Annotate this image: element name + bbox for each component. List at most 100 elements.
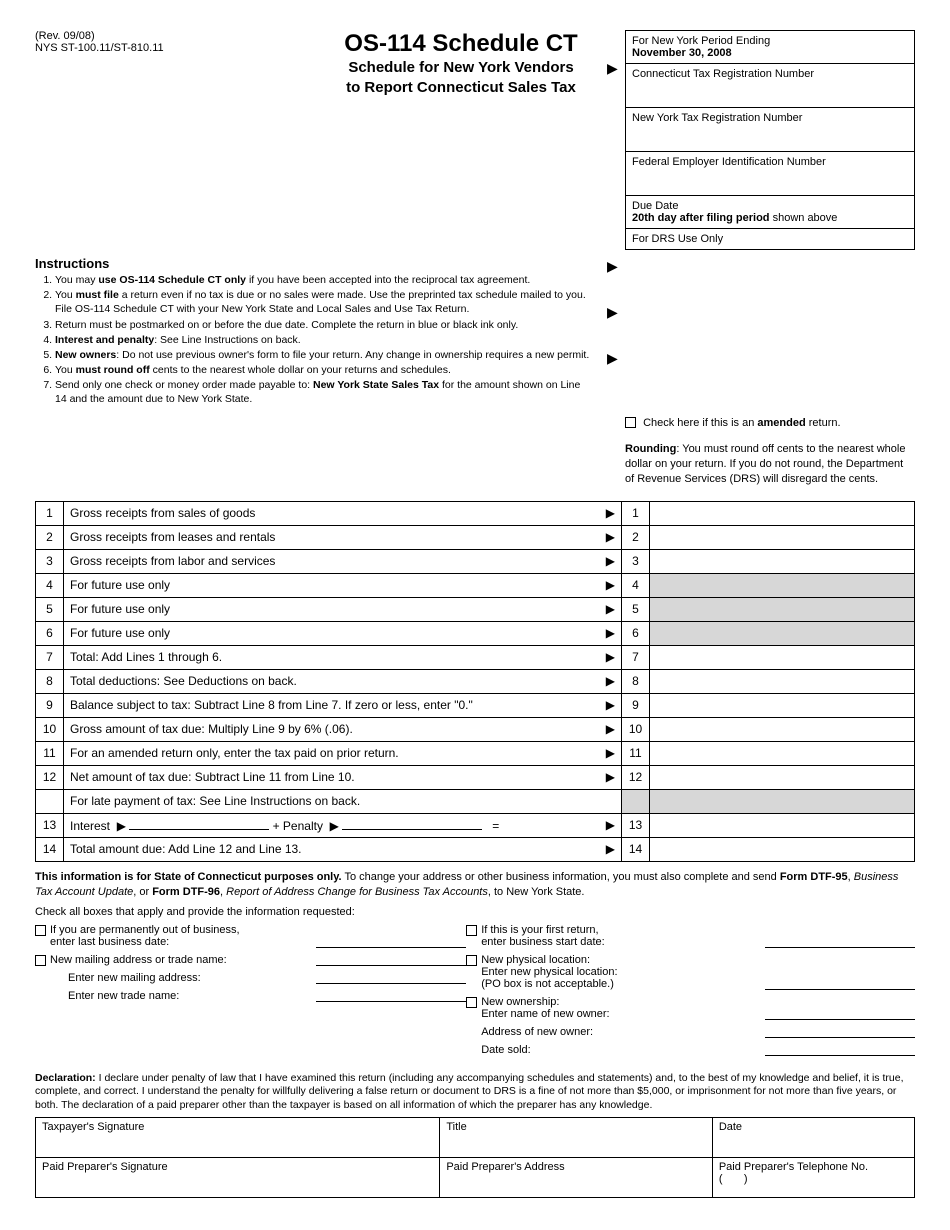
line-num: 13 [36,813,64,837]
line-value[interactable] [650,501,915,525]
line-value [650,621,915,645]
line-value[interactable] [650,741,915,765]
title-cell[interactable]: Title [440,1117,712,1157]
line-value[interactable] [650,693,915,717]
arrow-indicator: ▶ [607,30,625,77]
line-desc: Interest ▶ + Penalty ▶ =▶ [64,813,622,837]
ny-reg-label: New York Tax Registration Number [632,112,802,124]
line-num [36,789,64,813]
preparer-signature-cell[interactable]: Paid Preparer's Signature [36,1157,440,1197]
line-num2: 4 [622,573,650,597]
line-num: 10 [36,717,64,741]
line-num: 8 [36,669,64,693]
check-text: Enter new mailing address: [68,972,310,984]
due-label: Due Date [632,200,908,212]
check-text: Date sold: [481,1044,759,1056]
instruction-item: New owners: Do not use previous owner's … [55,348,591,362]
line-desc: Gross receipts from labor and services▶ [64,549,622,573]
line-num2: 14 [622,837,650,861]
main-table: 1 Gross receipts from sales of goods▶ 1 … [35,501,915,862]
check-item: Enter new trade name: [35,990,466,1002]
table-row: 14 Total amount due: Add Line 12 and Lin… [36,837,915,861]
line-desc: For future use only▶ [64,573,622,597]
taxpayer-signature-cell[interactable]: Taxpayer's Signature [36,1117,440,1157]
due-suffix: shown above [770,212,838,224]
line-desc: Balance subject to tax: Subtract Line 8 … [64,693,622,717]
line-desc: Total: Add Lines 1 through 6.▶ [64,645,622,669]
check-item: If you are permanently out of business,e… [35,924,466,948]
line-num: 4 [36,573,64,597]
form-subtitle1: Schedule for New York Vendors [315,58,607,78]
instructions-section: Instructions You may use OS-114 Schedule… [35,256,915,408]
table-row: 5 For future use only▶ 5 [36,597,915,621]
write-in-line[interactable] [765,1026,915,1038]
line-num2: 12 [622,765,650,789]
date-cell[interactable]: Date [712,1117,914,1157]
preparer-phone-cell[interactable]: Paid Preparer's Telephone No.( ) [712,1157,914,1197]
line-num: 5 [36,597,64,621]
check-text: New mailing address or trade name: [50,954,310,966]
write-in-line[interactable] [765,978,915,990]
ct-reg-cell[interactable]: Connecticut Tax Registration Number [626,64,914,108]
period-cell: For New York Period Ending November 30, … [626,31,914,64]
instructions-left: Instructions You may use OS-114 Schedule… [35,256,607,408]
table-row: 4 For future use only▶ 4 [36,573,915,597]
write-in-line[interactable] [316,936,466,948]
line-value[interactable] [650,813,915,837]
check-item: Enter new mailing address: [35,972,466,984]
line-num2: 7 [622,645,650,669]
line-value[interactable] [650,645,915,669]
line-value [650,597,915,621]
form-subtitle2: to Report Connecticut Sales Tax [315,78,607,98]
line-value[interactable] [650,717,915,741]
line-desc: For late payment of tax: See Line Instru… [64,789,622,813]
revision: (Rev. 09/08) [35,30,315,42]
signature-table: Taxpayer's Signature Title Date Paid Pre… [35,1117,915,1198]
line-num: 12 [36,765,64,789]
line-value[interactable] [650,549,915,573]
checkbox[interactable] [466,925,477,936]
line-desc: For future use only▶ [64,597,622,621]
line-value[interactable] [650,837,915,861]
fein-cell[interactable]: Federal Employer Identification Number [626,152,914,196]
period-label: For New York Period Ending [632,35,908,47]
line-value[interactable] [650,765,915,789]
table-row: 7 Total: Add Lines 1 through 6.▶ 7 [36,645,915,669]
line-value[interactable] [650,669,915,693]
checkbox[interactable] [466,997,477,1008]
checks-right: If this is your first return,enter busin… [466,924,915,1062]
write-in-line[interactable] [316,990,466,1002]
table-row: 3 Gross receipts from labor and services… [36,549,915,573]
ny-reg-cell[interactable]: New York Tax Registration Number [626,108,914,152]
write-in-line[interactable] [316,954,466,966]
side-notes: Check here if this is an amended return.… [625,416,915,487]
write-in-line[interactable] [765,1044,915,1056]
rounding-note: Rounding: You must round off cents to th… [625,442,915,487]
preparer-address-cell[interactable]: Paid Preparer's Address [440,1157,712,1197]
instruction-item: Interest and penalty: See Line Instructi… [55,333,591,347]
drs-label: For DRS Use Only [632,233,723,245]
checkbox[interactable] [35,925,46,936]
line-desc: Net amount of tax due: Subtract Line 11 … [64,765,622,789]
line-num: 2 [36,525,64,549]
arrow-column: ▶ ▶ ▶ [607,256,625,408]
line-value[interactable] [650,525,915,549]
instruction-item: Return must be postmarked on or before t… [55,318,591,332]
write-in-line[interactable] [316,972,466,984]
write-in-line[interactable] [765,936,915,948]
check-text: If this is your first return,enter busin… [481,924,759,948]
line-num2: 11 [622,741,650,765]
checkbox[interactable] [466,955,477,966]
checks-left: If you are permanently out of business,e… [35,924,466,1062]
line-num: 9 [36,693,64,717]
line-num2: 10 [622,717,650,741]
check-item: New ownership:Enter name of new owner: [466,996,915,1020]
header-left: (Rev. 09/08) NYS ST-100.11/ST-810.11 [35,30,315,54]
amended-checkbox[interactable] [625,417,636,428]
checkbox[interactable] [35,955,46,966]
line-num2: 9 [622,693,650,717]
write-in-line[interactable] [765,1008,915,1020]
line-num2: 1 [622,501,650,525]
table-row: 12 Net amount of tax due: Subtract Line … [36,765,915,789]
line-desc: Total deductions: See Deductions on back… [64,669,622,693]
